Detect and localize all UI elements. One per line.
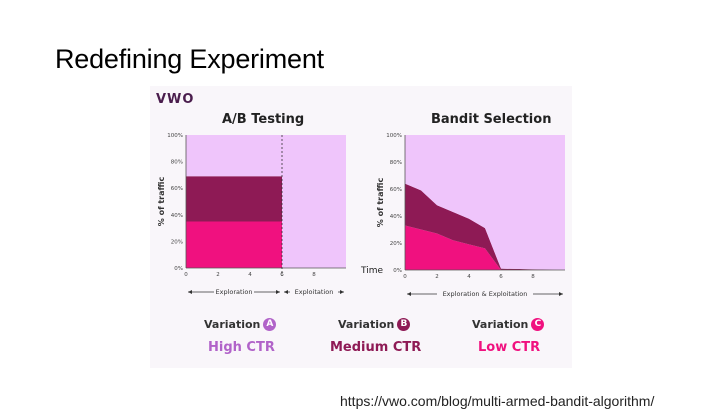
area-high-ctr	[186, 135, 346, 268]
badge-a-icon: A	[263, 318, 277, 331]
x-axis-label: Time	[360, 266, 383, 276]
slide-title: Redefining Experiment	[55, 44, 324, 74]
arrow-right-icon	[276, 290, 280, 294]
arrow-left-icon	[188, 290, 192, 294]
ctr-label-low: Low CTR	[478, 340, 541, 355]
arrow-right-icon	[340, 290, 344, 294]
legend-label-c: Variation	[472, 318, 529, 331]
y-axis-label: % of traffic	[376, 178, 385, 228]
y-tick-label: 0%	[393, 268, 402, 274]
bandit-chart-title: Bandit Selection	[431, 112, 552, 127]
ctr-label-high: High CTR	[208, 340, 275, 355]
bandit-selection-chart: 0% 20% 40% 60% 80% 100% 0 2 4 6 8 % of traffic Time E…	[360, 133, 565, 298]
area-medium-ctr	[186, 176, 282, 222]
area-high-ctr	[405, 135, 565, 270]
x-tick-label: 4	[467, 274, 471, 280]
y-tick-label: 80%	[171, 160, 183, 166]
y-tick-label: 80%	[390, 160, 402, 166]
area-medium-ctr	[405, 183, 565, 270]
legend-label-b: Variation	[338, 318, 395, 331]
arrow-right-icon	[559, 292, 563, 296]
legend-item-b: Variation B	[338, 318, 411, 331]
y-tick-label: 40%	[171, 213, 183, 219]
badge-b-icon: B	[397, 318, 411, 331]
x-tick-label: 4	[248, 272, 252, 278]
phase-label-bg	[214, 287, 254, 296]
x-tick-label: 0	[184, 272, 188, 278]
y-tick-label: 100%	[167, 133, 183, 139]
y-tick-label: 40%	[390, 214, 402, 220]
phase-label: Exploration & Exploitation	[443, 290, 528, 298]
phase-label: Exploration	[216, 288, 253, 296]
arrow-left-icon	[407, 292, 411, 296]
legend-item-c: Variation C	[472, 318, 545, 331]
x-tick-label: 2	[216, 272, 220, 278]
x-tick-label: 6	[499, 274, 503, 280]
y-tick-label: 20%	[171, 239, 183, 245]
ab-chart-title: A/B Testing	[222, 112, 305, 127]
phase-label: Exploitation	[295, 288, 334, 296]
x-tick-label: 8	[312, 272, 316, 278]
legend-item-a: Variation A	[204, 318, 277, 331]
arrow-left-icon	[284, 290, 288, 294]
source-link[interactable]: https://vwo.com/blog/multi-armed-bandit-…	[340, 393, 655, 409]
y-tick-label: 60%	[390, 187, 402, 193]
y-tick-label: 60%	[171, 186, 183, 192]
x-tick-label: 2	[435, 274, 439, 280]
area-low-ctr	[405, 225, 565, 270]
ctr-label-medium: Medium CTR	[330, 340, 422, 355]
phase-label-bg	[437, 289, 533, 298]
y-tick-label: 20%	[390, 241, 402, 247]
y-tick-label: 100%	[386, 133, 402, 139]
x-tick-label: 0	[403, 274, 407, 280]
phase-label-bg	[290, 287, 338, 296]
vwo-logo: VWO	[156, 92, 195, 107]
y-tick-label: 0%	[174, 266, 183, 272]
x-tick-label: 8	[531, 274, 535, 280]
area-low-ctr	[186, 221, 282, 268]
y-axis-label: % of traffic	[157, 177, 166, 227]
legend-label-a: Variation	[204, 318, 261, 331]
badge-c-icon: C	[531, 318, 545, 331]
